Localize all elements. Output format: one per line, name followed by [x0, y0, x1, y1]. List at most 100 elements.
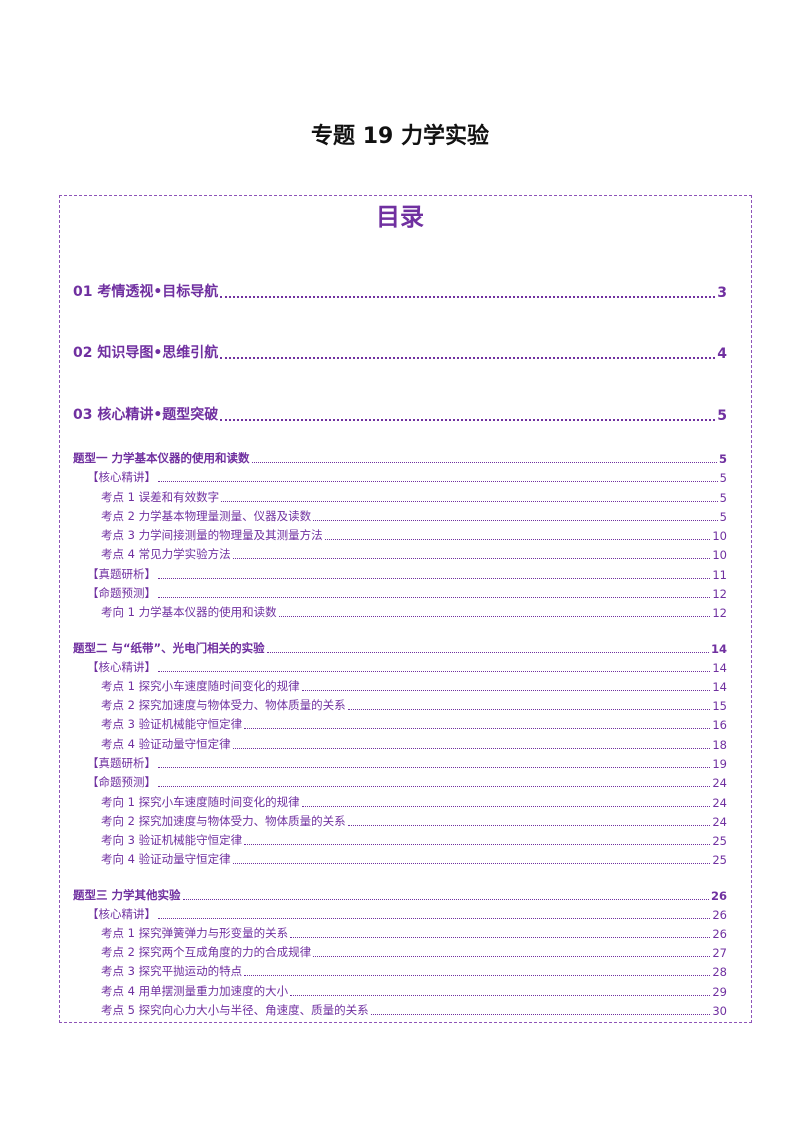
toc-entry-label: 考向 1 探究小车速度随时间变化的规律: [101, 795, 300, 809]
toc-entry[interactable]: 【真题研析】 11: [87, 566, 727, 582]
toc-entry[interactable]: 考向 3 验证机械能守恒定律 25: [101, 832, 727, 848]
toc-entry-page-number: 5: [719, 491, 727, 505]
toc-entry[interactable]: 考向 2 探究加速度与物体受力、物体质量的关系 24: [101, 813, 727, 829]
toc-entry-page-number: 5: [719, 510, 727, 524]
toc-entry-page-number: 19: [712, 757, 727, 771]
toc-entry-page-number: 3: [717, 285, 727, 301]
toc-dot-leader: [301, 690, 711, 691]
toc-entry[interactable]: 题型三 力学其他实验 26: [73, 887, 727, 903]
toc-entry[interactable]: 题型一 力学基本仪器的使用和读数 5: [73, 450, 727, 466]
toc-entry-page-number: 18: [712, 738, 727, 752]
toc-entry[interactable]: 考点 1 误差和有效数字 5: [101, 489, 727, 505]
toc-entry-label: 考点 1 误差和有效数字: [101, 490, 220, 504]
toc-entry[interactable]: 考点 5 探究向心力大小与半径、角速度、质量的关系 30: [101, 1002, 727, 1018]
toc-entry-page-number: 14: [710, 642, 727, 656]
toc-entry-label: 【真题研析】: [87, 567, 156, 581]
toc-heading: 目录: [376, 203, 424, 231]
toc-entry[interactable]: 考向 1 探究小车速度随时间变化的规律 24: [101, 794, 727, 810]
toc-entry-page-number: 26: [712, 927, 727, 941]
toc-entry-label: 考点 5 探究向心力大小与半径、角速度、质量的关系: [101, 1003, 369, 1017]
toc-entry-label: 【核心精讲】: [87, 907, 156, 921]
toc-entry[interactable]: 03 核心精讲•题型突破 5: [73, 404, 727, 424]
toc-entry[interactable]: 考点 2 力学基本物理量测量、仪器及读数 5: [101, 508, 727, 524]
toc-entry[interactable]: 考点 3 力学间接测量的物理量及其测量方法 10: [101, 527, 727, 543]
toc-dot-leader: [301, 806, 711, 807]
toc-entry[interactable]: 01 考情透视•目标导航 3: [73, 281, 727, 301]
toc-dot-leader: [251, 462, 717, 463]
toc-dot-leader: [290, 995, 711, 996]
toc-entry[interactable]: 【核心精讲】 14: [87, 659, 727, 675]
toc-entry[interactable]: 考点 1 探究小车速度随时间变化的规律 14: [101, 678, 727, 694]
document-title: 专题 19 力学实验: [311, 124, 489, 149]
toc-entry-page-number: 5: [717, 408, 727, 424]
toc-entry-page-number: 12: [712, 587, 727, 601]
toc-dot-leader: [158, 786, 711, 787]
toc-dot-leader: [232, 748, 711, 749]
toc-entry[interactable]: 考点 4 常见力学实验方法 10: [101, 546, 727, 562]
toc-dot-leader: [244, 975, 711, 976]
toc-entry[interactable]: 考点 4 用单摆测量重力加速度的大小 29: [101, 983, 727, 999]
toc-entry-page-number: 14: [712, 680, 727, 694]
toc-entry-label: 考点 4 常见力学实验方法: [101, 547, 231, 561]
toc-entry-page-number: 16: [712, 718, 727, 732]
toc-entry[interactable]: 02 知识导图•思维引航 4: [73, 342, 727, 362]
toc-entry-page-number: 4: [717, 346, 727, 362]
toc-entry-label: 03 核心精讲•题型突破: [73, 407, 219, 423]
toc-entry[interactable]: 考点 2 探究加速度与物体受力、物体质量的关系 15: [101, 697, 727, 713]
toc-dot-leader: [158, 671, 711, 672]
toc-entry-label: 【核心精讲】: [87, 470, 156, 484]
toc-entry-label: 考向 2 探究加速度与物体受力、物体质量的关系: [101, 814, 346, 828]
toc-entry[interactable]: 考点 4 验证动量守恒定律 18: [101, 736, 727, 752]
toc-entry-page-number: 25: [712, 853, 727, 867]
toc-dot-leader: [158, 597, 711, 598]
toc-entry-page-number: 30: [712, 1004, 727, 1018]
toc-entry-page-number: 24: [712, 815, 727, 829]
toc-entry[interactable]: 考向 1 力学基本仪器的使用和读数 12: [101, 604, 727, 620]
toc-entry[interactable]: 【核心精讲】 26: [87, 906, 727, 922]
toc-entry-label: 考向 4 验证动量守恒定律: [101, 852, 231, 866]
toc-dot-leader: [220, 419, 716, 421]
toc-entry-page-number: 11: [712, 568, 727, 582]
toc-entry-page-number: 24: [712, 796, 727, 810]
toc-entry-page-number: 28: [712, 965, 727, 979]
toc-entry[interactable]: 【真题研析】 19: [87, 755, 727, 771]
toc-entry[interactable]: 考点 1 探究弹簧弹力与形变量的关系 26: [101, 925, 727, 941]
toc-entry-label: 考向 3 验证机械能守恒定律: [101, 833, 243, 847]
toc-entry-label: 【核心精讲】: [87, 660, 156, 674]
toc-entry[interactable]: 【核心精讲】 5: [87, 469, 727, 485]
toc-dot-leader: [158, 481, 718, 482]
toc-dot-leader: [347, 825, 711, 826]
toc-entry-page-number: 15: [712, 699, 727, 713]
toc-entry-page-number: 29: [712, 985, 727, 999]
toc-entry-label: 考点 2 探究两个互成角度的力的合成规律: [101, 945, 312, 959]
toc-entry[interactable]: 【命题预测】 24: [87, 774, 727, 790]
toc-entry-page-number: 24: [712, 776, 727, 790]
toc-entry[interactable]: 考向 4 验证动量守恒定律 25: [101, 851, 727, 867]
toc-dot-leader: [278, 616, 711, 617]
toc-dot-leader: [182, 899, 709, 900]
toc-dot-leader: [221, 501, 718, 502]
toc-dot-leader: [232, 558, 711, 559]
toc-entry[interactable]: 考点 2 探究两个互成角度的力的合成规律 27: [101, 944, 727, 960]
toc-entry-page-number: 27: [712, 946, 727, 960]
toc-dot-leader: [158, 578, 711, 579]
toc-entry-label: 【真题研析】: [87, 756, 156, 770]
toc-entry-page-number: 12: [712, 606, 727, 620]
toc-entry-page-number: 25: [712, 834, 727, 848]
toc-entry-label: 考点 1 探究弹簧弹力与形变量的关系: [101, 926, 289, 940]
toc-entry-label: 01 考情透视•目标导航: [73, 284, 219, 300]
toc-entry[interactable]: 【命题预测】 12: [87, 585, 727, 601]
toc-entry-label: 题型二 与“纸带”、光电门相关的实验: [73, 641, 265, 655]
toc-dot-leader: [220, 296, 716, 298]
toc-border-box: [59, 195, 752, 1023]
toc-dot-leader: [266, 652, 709, 653]
toc-dot-leader: [158, 767, 711, 768]
toc-entry[interactable]: 考点 3 验证机械能守恒定律 16: [101, 716, 727, 732]
toc-entry-page-number: 14: [712, 661, 727, 675]
toc-entry[interactable]: 考点 3 探究平抛运动的特点 28: [101, 963, 727, 979]
toc-entry[interactable]: 题型二 与“纸带”、光电门相关的实验 14: [73, 640, 727, 656]
toc-dot-leader: [313, 520, 718, 521]
toc-entry-page-number: 10: [712, 529, 727, 543]
toc-dot-leader: [290, 937, 711, 938]
toc-entry-page-number: 5: [719, 471, 727, 485]
